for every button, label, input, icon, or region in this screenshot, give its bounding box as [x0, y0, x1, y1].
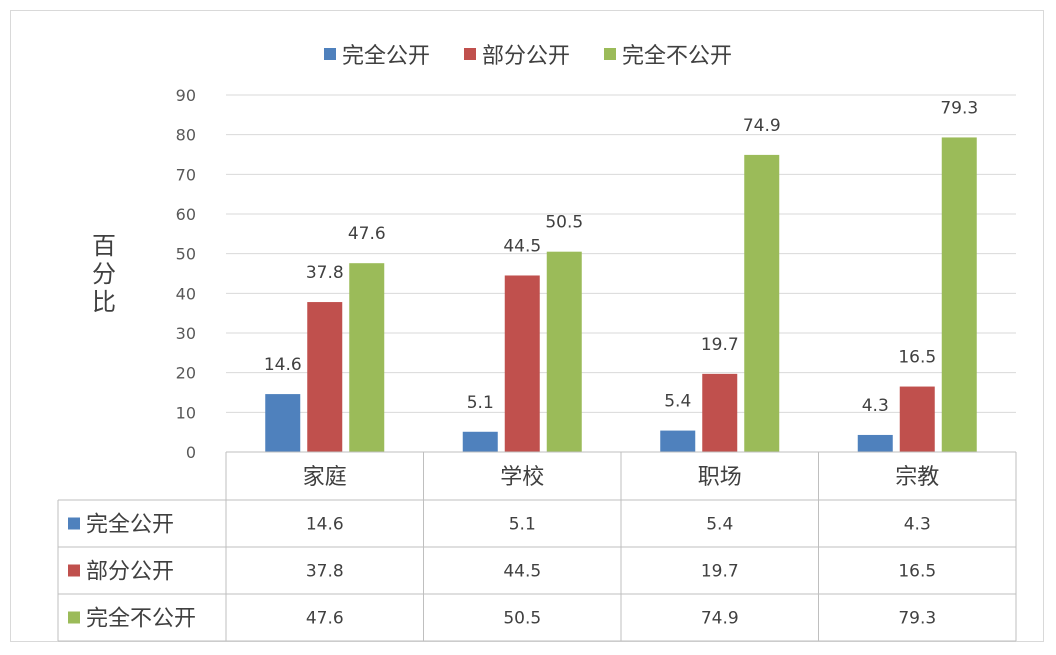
legend-label-not-open: 完全不公开 [622, 44, 733, 69]
bar [349, 263, 385, 452]
data-label: 74.9 [743, 116, 781, 136]
data-label: 47.6 [348, 224, 386, 244]
data-label: 5.4 [664, 392, 691, 412]
data-label: 79.3 [940, 98, 978, 118]
bar [546, 251, 582, 452]
y-tick-label: 10 [176, 403, 196, 422]
category-label: 宗教 [895, 465, 939, 490]
y-tick-label: 30 [176, 324, 196, 343]
y-tick-label: 0 [186, 443, 196, 462]
table-cell: 5.4 [706, 515, 733, 535]
table-legend-swatch [68, 517, 80, 530]
legend-label-complete-open: 完全公开 [341, 44, 430, 69]
table-cell: 19.7 [701, 562, 739, 582]
legend-item-complete-open: 完全公开 [323, 38, 430, 70]
bar [941, 137, 977, 452]
y-axis-label: 百分比 [92, 232, 116, 316]
legend-item-not-open: 完全不公开 [604, 38, 732, 70]
legend-item-partial-open: 部分公开 [463, 38, 570, 70]
bar [265, 394, 301, 452]
y-tick-label: 80 [176, 126, 196, 145]
table-cell: 5.1 [509, 515, 536, 535]
data-label: 16.5 [898, 348, 936, 368]
table-cell: 37.8 [306, 562, 344, 582]
table-legend-swatch [68, 564, 80, 577]
bar [744, 154, 780, 452]
y-tick-label: 50 [176, 245, 196, 264]
bar [702, 373, 738, 452]
bar [307, 302, 343, 452]
table-cell: 47.6 [306, 609, 344, 629]
category-label: 学校 [500, 465, 544, 490]
table-cell: 44.5 [503, 562, 541, 582]
bar [504, 275, 540, 452]
legend-swatch-complete-open [323, 48, 336, 60]
y-tick-label: 60 [176, 205, 196, 224]
data-label: 37.8 [306, 263, 344, 283]
legend-label-partial-open: 部分公开 [481, 44, 570, 69]
y-tick-label: 20 [176, 364, 196, 383]
y-tick-label: 40 [176, 284, 196, 303]
table-cell: 4.3 [904, 515, 931, 535]
legend-swatch-not-open [604, 48, 616, 60]
data-label: 5.1 [467, 393, 494, 413]
y-tick-label: 70 [176, 165, 196, 184]
table-legend-swatch [68, 611, 80, 624]
bar [857, 434, 893, 452]
table-cell: 79.3 [898, 609, 936, 629]
bar [660, 430, 696, 452]
data-label: 50.5 [545, 213, 583, 233]
category-label: 职场 [698, 465, 742, 490]
y-tick-label: 90 [176, 86, 196, 105]
legend: 完全公开 部分公开 完全不公开 [0, 38, 1056, 70]
bar [899, 386, 935, 452]
table-cell: 14.6 [306, 515, 344, 535]
bar [462, 431, 498, 452]
data-label: 4.3 [862, 396, 889, 416]
table-row-label: 完全公开 [86, 513, 174, 538]
data-label: 19.7 [701, 335, 739, 355]
legend-swatch-partial-open [463, 48, 476, 60]
table-cell: 50.5 [503, 609, 541, 629]
data-label: 14.6 [264, 355, 302, 375]
table-row-label: 部分公开 [86, 560, 174, 585]
table-cell: 16.5 [898, 562, 936, 582]
table-cell: 74.9 [701, 609, 739, 629]
data-label: 44.5 [503, 236, 541, 256]
table-row-label: 完全不公开 [86, 607, 196, 632]
category-label: 家庭 [303, 465, 347, 490]
